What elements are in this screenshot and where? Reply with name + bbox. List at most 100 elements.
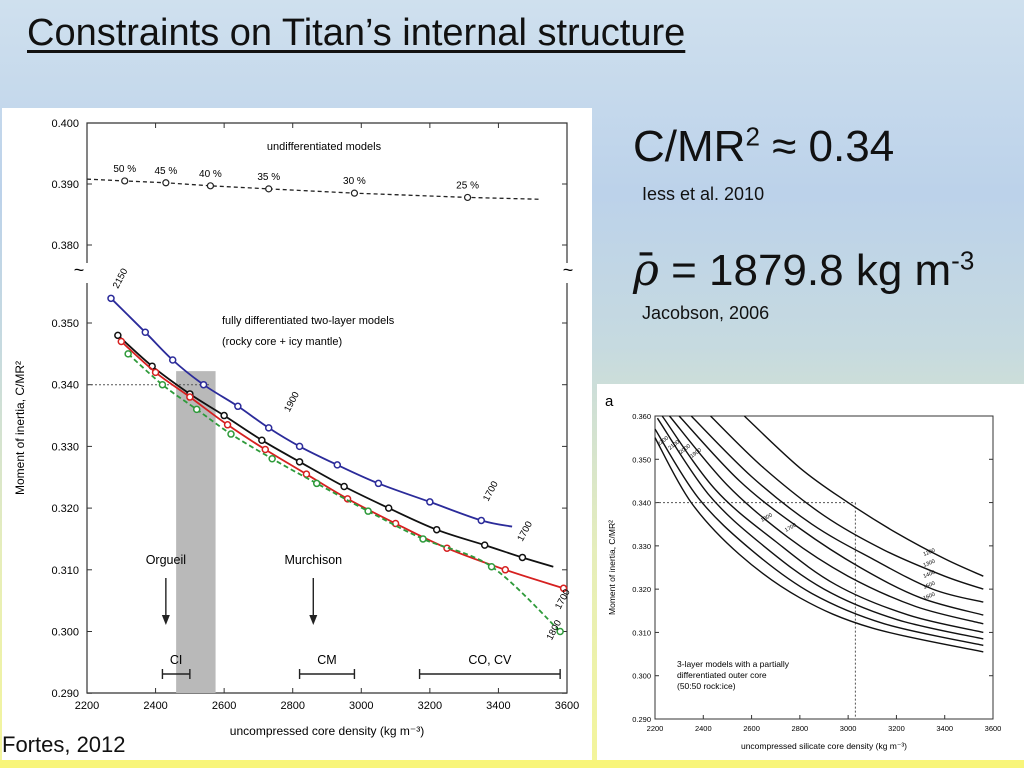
differentiated-point bbox=[261, 445, 270, 454]
range-label: CM bbox=[317, 653, 336, 667]
x-axis-label: uncompressed core density (kg m⁻³) bbox=[230, 724, 424, 738]
inset-curve-label: 1700 bbox=[784, 522, 798, 533]
density-value: = 1879.8 kg m bbox=[658, 246, 952, 295]
panel-letter: a bbox=[605, 393, 614, 410]
moment-of-inertia-chart: ~ ~0.400 0.390 0.380 0.350 0.340 0.330 0.320 0.3… bbox=[13, 118, 579, 738]
differentiated-sublabel: (rocky core + icy mantle) bbox=[222, 336, 342, 348]
x-tick-label: 3200 bbox=[418, 700, 442, 712]
moment-lhs: C/MR bbox=[633, 122, 746, 171]
differentiated-point bbox=[158, 380, 167, 389]
citation-iess: Iess et al. 2010 bbox=[642, 184, 765, 204]
undifferentiated-point-label: 25 % bbox=[456, 180, 479, 191]
y-tick-label: 0.320 bbox=[51, 503, 79, 515]
meteorite-label: Murchison bbox=[284, 553, 342, 567]
inset-x-tick-label: 2800 bbox=[792, 724, 809, 733]
x-tick-label: 2200 bbox=[75, 700, 99, 712]
differentiated-point bbox=[258, 436, 266, 444]
differentiated-point bbox=[295, 458, 304, 466]
slide-title: Constraints on Titan’s internal structur… bbox=[27, 12, 686, 54]
inset-curve-1400 bbox=[690, 415, 984, 603]
differentiated-point bbox=[199, 380, 208, 389]
inset-note-line: 3-layer models with a partially bbox=[677, 659, 790, 669]
inset-curve-label: 1500 bbox=[923, 581, 937, 591]
axis-break-left: ~ bbox=[74, 260, 85, 280]
differentiated-point bbox=[480, 541, 489, 549]
differentiated-point bbox=[384, 504, 393, 512]
undifferentiated-series bbox=[86, 178, 540, 200]
undifferentiated-point bbox=[463, 193, 472, 202]
inset-y-tick-label: 0.350 bbox=[632, 455, 651, 464]
x-tick-label: 3600 bbox=[555, 700, 579, 712]
inset-y-tick-label: 0.340 bbox=[632, 499, 651, 508]
undifferentiated-label: undifferentiated models bbox=[267, 141, 382, 153]
differentiated-point bbox=[556, 627, 564, 636]
inset-x-tick-label: 3600 bbox=[985, 724, 1002, 733]
curve-label: 1700 bbox=[553, 587, 573, 611]
y-axis-label: Moment of inertia, C/MR² bbox=[13, 361, 27, 495]
differentiated-point bbox=[227, 430, 235, 438]
moment-equation: C/MR2 ≈ 0.34 bbox=[633, 122, 894, 172]
inset-y-tick-label: 0.290 bbox=[632, 715, 651, 724]
differentiated-point bbox=[333, 461, 342, 469]
three-layer-chart: a 0.360 0.350 0.340 0.330 0.320 0.310 0.300 0.29… bbox=[605, 393, 1002, 751]
curve-label: 2150 bbox=[111, 267, 131, 291]
differentiated-point bbox=[192, 405, 201, 414]
y-tick-label: 0.300 bbox=[51, 627, 79, 639]
differentiated-point bbox=[302, 470, 311, 478]
inset-x-tick-label: 3400 bbox=[936, 724, 953, 733]
undifferentiated-point bbox=[350, 189, 359, 197]
inset-y-axis-label: Moment of inertia, C/MR² bbox=[607, 520, 617, 615]
inset-curve-1300 bbox=[710, 415, 984, 590]
differentiated-point bbox=[268, 454, 276, 463]
undifferentiated-point-label: 35 % bbox=[257, 172, 280, 183]
differentiated-point bbox=[107, 294, 115, 303]
x-tick-label: 2400 bbox=[143, 700, 167, 712]
meteorite-arrow-head bbox=[161, 615, 170, 625]
differentiated-point bbox=[487, 562, 496, 571]
differentiated-point bbox=[477, 516, 486, 525]
inset-curve-1200 bbox=[743, 415, 984, 577]
differentiated-series-4 bbox=[127, 353, 561, 633]
undifferentiated-point bbox=[121, 177, 129, 185]
y-tick-label: 0.390 bbox=[51, 179, 79, 191]
inset-curve-1800 bbox=[656, 417, 984, 640]
inset-curve-label: 1300 bbox=[923, 559, 937, 569]
density-symbol: ρ ¯ bbox=[633, 245, 659, 296]
inset-curve-label: 1900 bbox=[690, 447, 703, 459]
x-tick-label: 3000 bbox=[349, 700, 373, 712]
density-equation: ρ ¯ = 1879.8 kg m-3 bbox=[633, 245, 974, 296]
differentiated-point bbox=[223, 421, 232, 429]
differentiated-series-1 bbox=[110, 297, 513, 528]
x-tick-label: 2600 bbox=[212, 700, 236, 712]
range-label: CO, CV bbox=[468, 653, 512, 667]
inset-curve-2000 bbox=[654, 428, 984, 647]
differentiated-point bbox=[124, 350, 132, 358]
inset-curve-1500 bbox=[678, 415, 984, 616]
main-chart-panel: ~ ~0.400 0.390 0.380 0.350 0.340 0.330 0.320 0.3… bbox=[2, 108, 592, 760]
undifferentiated-point-label: 30 % bbox=[343, 176, 366, 187]
undifferentiated-point bbox=[265, 185, 273, 193]
range-label: CI bbox=[170, 653, 183, 667]
differentiated-point bbox=[432, 525, 441, 534]
undifferentiated-point-label: 45 % bbox=[154, 166, 177, 177]
moment-exponent: 2 bbox=[745, 121, 760, 152]
differentiated-point bbox=[151, 368, 160, 377]
plot-frame-bottom bbox=[86, 283, 568, 694]
approx-symbol: ≈ bbox=[772, 122, 797, 171]
inset-y-tick-label: 0.300 bbox=[632, 672, 651, 681]
differentiated-point bbox=[340, 482, 348, 491]
inset-x-tick-label: 2200 bbox=[647, 724, 664, 733]
differentiated-point bbox=[141, 328, 150, 337]
meteorite-label: Orgueil bbox=[146, 553, 186, 567]
inset-y-tick-label: 0.360 bbox=[632, 412, 651, 421]
inset-curve-1600 bbox=[668, 415, 984, 625]
inset-curve-label: 1600 bbox=[923, 592, 937, 602]
differentiated-point bbox=[312, 479, 321, 488]
undifferentiated-point-label: 50 % bbox=[113, 164, 136, 175]
differentiated-point bbox=[264, 424, 273, 432]
inset-curve-label: 1200 bbox=[923, 548, 937, 558]
inset-curve-label: 1800 bbox=[760, 512, 774, 523]
y-tick-label: 0.290 bbox=[51, 688, 79, 700]
density-exponent: -3 bbox=[951, 245, 975, 276]
rho-glyph: ρ bbox=[633, 245, 659, 296]
